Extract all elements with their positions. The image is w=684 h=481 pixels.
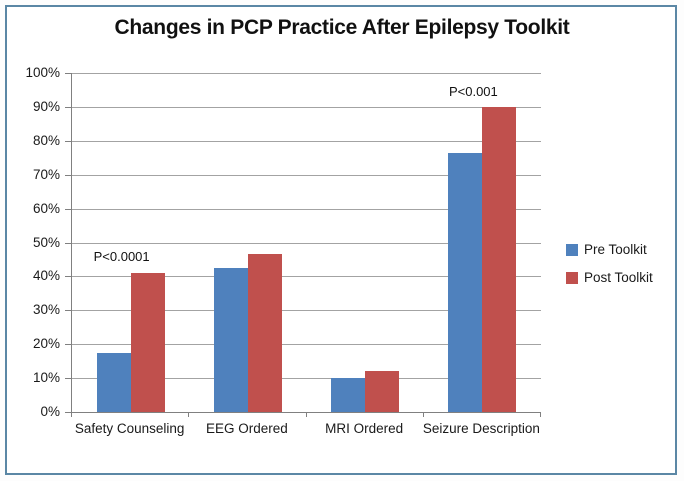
pre-toolkit-bar-1 bbox=[213, 268, 248, 412]
y-tick-label: 40% bbox=[32, 268, 60, 284]
y-tick-mark bbox=[65, 73, 71, 74]
pre-toolkit-bar-3 bbox=[448, 153, 483, 412]
y-tick-label: 0% bbox=[40, 404, 60, 419]
y-tick-label: 60% bbox=[32, 200, 60, 216]
legend: Pre Toolkit Post Toolkit bbox=[566, 242, 653, 298]
x-tick-mark bbox=[422, 412, 424, 417]
post-toolkit-swatch-icon bbox=[566, 271, 578, 284]
post-toolkit-bar-2 bbox=[365, 371, 400, 412]
category-label: Safety Counseling bbox=[74, 421, 185, 436]
gridline bbox=[72, 310, 541, 312]
y-tick-label: 30% bbox=[32, 302, 60, 318]
pre-toolkit-bar-2 bbox=[331, 378, 366, 412]
x-tick-mark bbox=[188, 412, 190, 417]
y-tick-label: 10% bbox=[32, 370, 60, 386]
gridline bbox=[72, 174, 541, 176]
y-tick-label: 20% bbox=[32, 336, 60, 352]
category-label: Seizure Description bbox=[422, 421, 540, 436]
p-value-annotation: P<0.0001 bbox=[93, 248, 150, 264]
x-tick-mark bbox=[71, 412, 72, 417]
gridline bbox=[72, 242, 541, 244]
chart-title: Changes in PCP Practice After Epilepsy T… bbox=[114, 16, 570, 39]
gridline bbox=[72, 344, 541, 346]
plot-area bbox=[71, 73, 541, 413]
gridline bbox=[72, 208, 541, 210]
y-tick-mark bbox=[65, 174, 71, 176]
legend-label: Post Toolkit bbox=[584, 270, 653, 285]
gridline bbox=[72, 276, 541, 278]
post-toolkit-bar-0 bbox=[130, 273, 165, 412]
y-tick-label: 80% bbox=[32, 132, 60, 148]
gridline bbox=[72, 378, 541, 380]
category-label: MRI Ordered bbox=[325, 421, 404, 436]
y-tick-label: 90% bbox=[32, 98, 60, 114]
pre-toolkit-swatch-icon bbox=[566, 243, 578, 256]
gridline bbox=[72, 140, 541, 142]
y-tick-label: 100% bbox=[25, 65, 60, 80]
legend-label: Pre Toolkit bbox=[584, 242, 647, 257]
y-tick-label: 50% bbox=[32, 234, 60, 250]
category-label: EEG Ordered bbox=[205, 421, 288, 436]
gridline bbox=[72, 106, 541, 108]
pre-toolkit-bar-0 bbox=[96, 353, 131, 412]
x-tick-mark bbox=[540, 412, 541, 417]
post-toolkit-bar-1 bbox=[247, 254, 282, 412]
p-value-annotation: P<0.001 bbox=[448, 84, 498, 100]
y-tick-mark bbox=[65, 276, 71, 278]
y-tick-mark bbox=[65, 378, 71, 380]
y-tick-mark bbox=[65, 242, 71, 244]
y-tick-mark bbox=[65, 106, 71, 108]
y-tick-mark bbox=[65, 208, 71, 210]
y-tick-mark bbox=[65, 140, 71, 142]
legend-item: Pre Toolkit bbox=[566, 242, 653, 257]
gridline bbox=[72, 73, 541, 74]
x-tick-mark bbox=[305, 412, 307, 417]
y-tick-mark bbox=[65, 344, 71, 346]
y-tick-mark bbox=[65, 412, 71, 413]
post-toolkit-bar-3 bbox=[482, 107, 517, 412]
y-tick-label: 70% bbox=[32, 166, 60, 182]
legend-item: Post Toolkit bbox=[566, 270, 653, 285]
y-tick-mark bbox=[65, 310, 71, 312]
